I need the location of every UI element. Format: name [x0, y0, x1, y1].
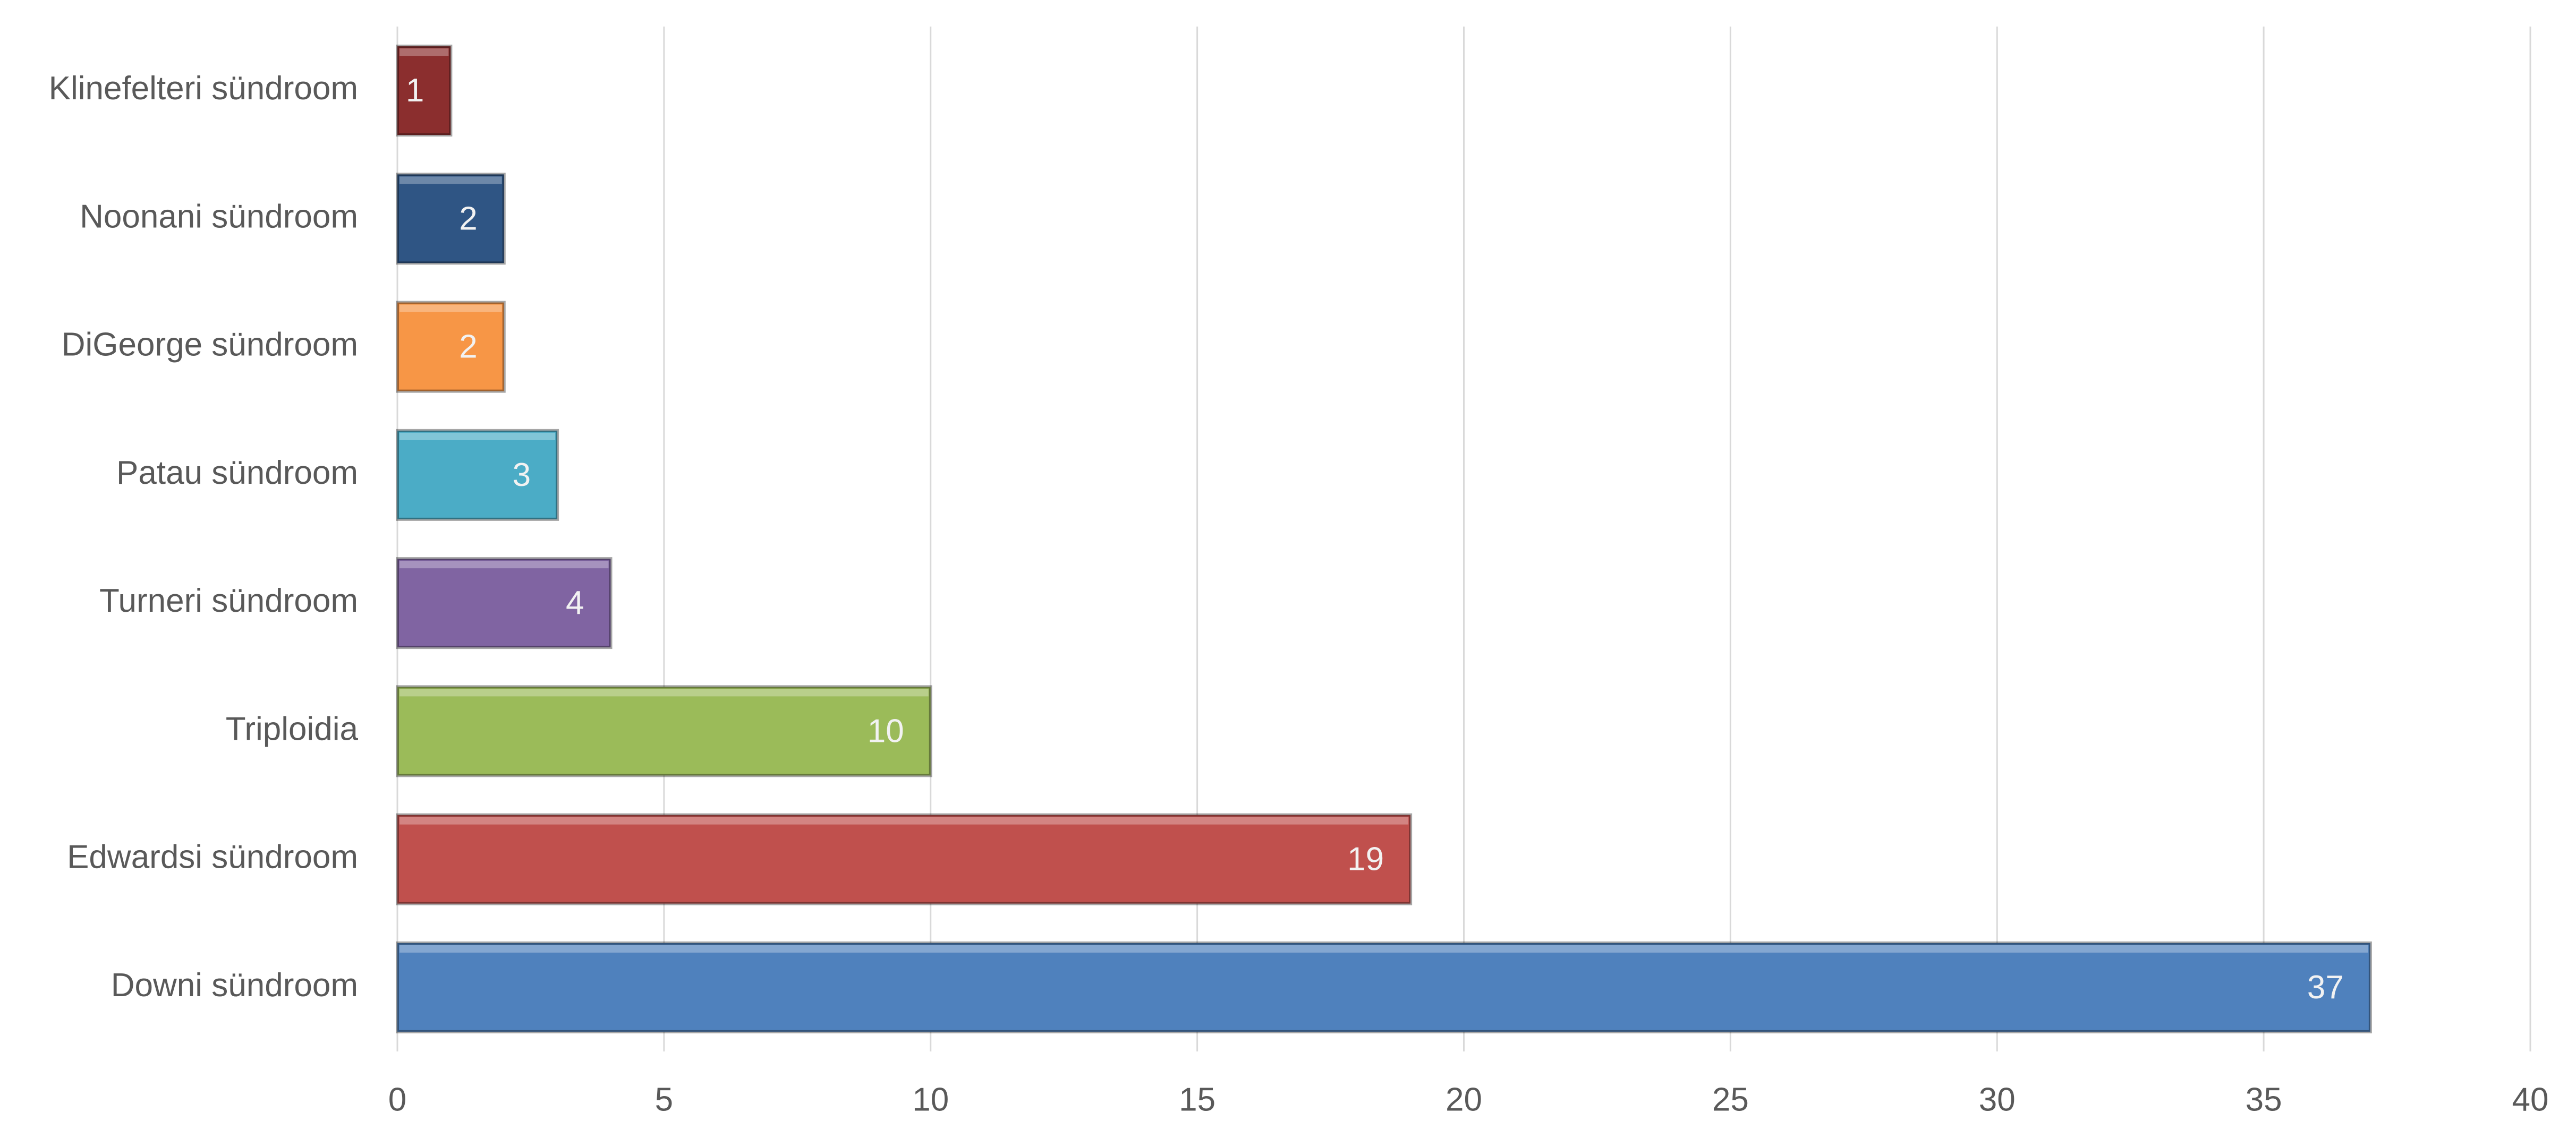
- y-tick-label: Edwardsi sündroom: [67, 839, 358, 876]
- bar-highlight: [399, 176, 502, 184]
- bar: [396, 301, 506, 393]
- x-tick-label: 0: [388, 1081, 406, 1118]
- x-tick-label: 30: [1979, 1081, 2016, 1118]
- y-tick-label: DiGeorge sündroom: [62, 327, 358, 363]
- data-label: 2: [459, 200, 477, 237]
- bar: [396, 45, 453, 137]
- bar: [396, 429, 559, 521]
- x-tick-label: 35: [2246, 1081, 2282, 1118]
- data-label: 1: [406, 72, 424, 109]
- data-label: 2: [459, 329, 477, 365]
- bar: [396, 941, 2372, 1033]
- bar-highlight: [399, 48, 449, 56]
- bar: [396, 813, 1413, 905]
- data-label: 37: [2307, 969, 2344, 1006]
- data-label: 4: [566, 585, 584, 621]
- bar: [396, 685, 932, 777]
- x-tick-label: 5: [655, 1081, 673, 1118]
- x-tick-label: 15: [1179, 1081, 1215, 1118]
- bar-highlight: [399, 561, 609, 569]
- bar-highlight: [399, 304, 502, 312]
- bar-highlight: [399, 945, 2368, 953]
- y-tick-label: Downi sündroom: [111, 967, 358, 1004]
- data-label: 19: [1347, 841, 1384, 878]
- y-tick-label: Noonani sündroom: [80, 198, 358, 235]
- bar-highlight: [399, 432, 556, 440]
- data-label: 10: [868, 713, 904, 749]
- bar: [396, 173, 506, 265]
- y-tick-label: Triploidia: [226, 711, 359, 747]
- bar-highlight: [399, 817, 1409, 825]
- x-tick-label: 25: [1712, 1081, 1749, 1118]
- x-tick-label: 10: [912, 1081, 949, 1118]
- x-tick-label: 40: [2512, 1081, 2549, 1118]
- y-tick-label: Turneri sündroom: [99, 583, 358, 619]
- y-tick-label: Patau sündroom: [116, 455, 358, 491]
- bar: [396, 557, 613, 649]
- data-label: 3: [513, 457, 531, 493]
- bar-highlight: [399, 689, 929, 697]
- x-tick-label: 20: [1446, 1081, 1482, 1118]
- y-tick-label: Klinefelteri sündroom: [49, 70, 358, 107]
